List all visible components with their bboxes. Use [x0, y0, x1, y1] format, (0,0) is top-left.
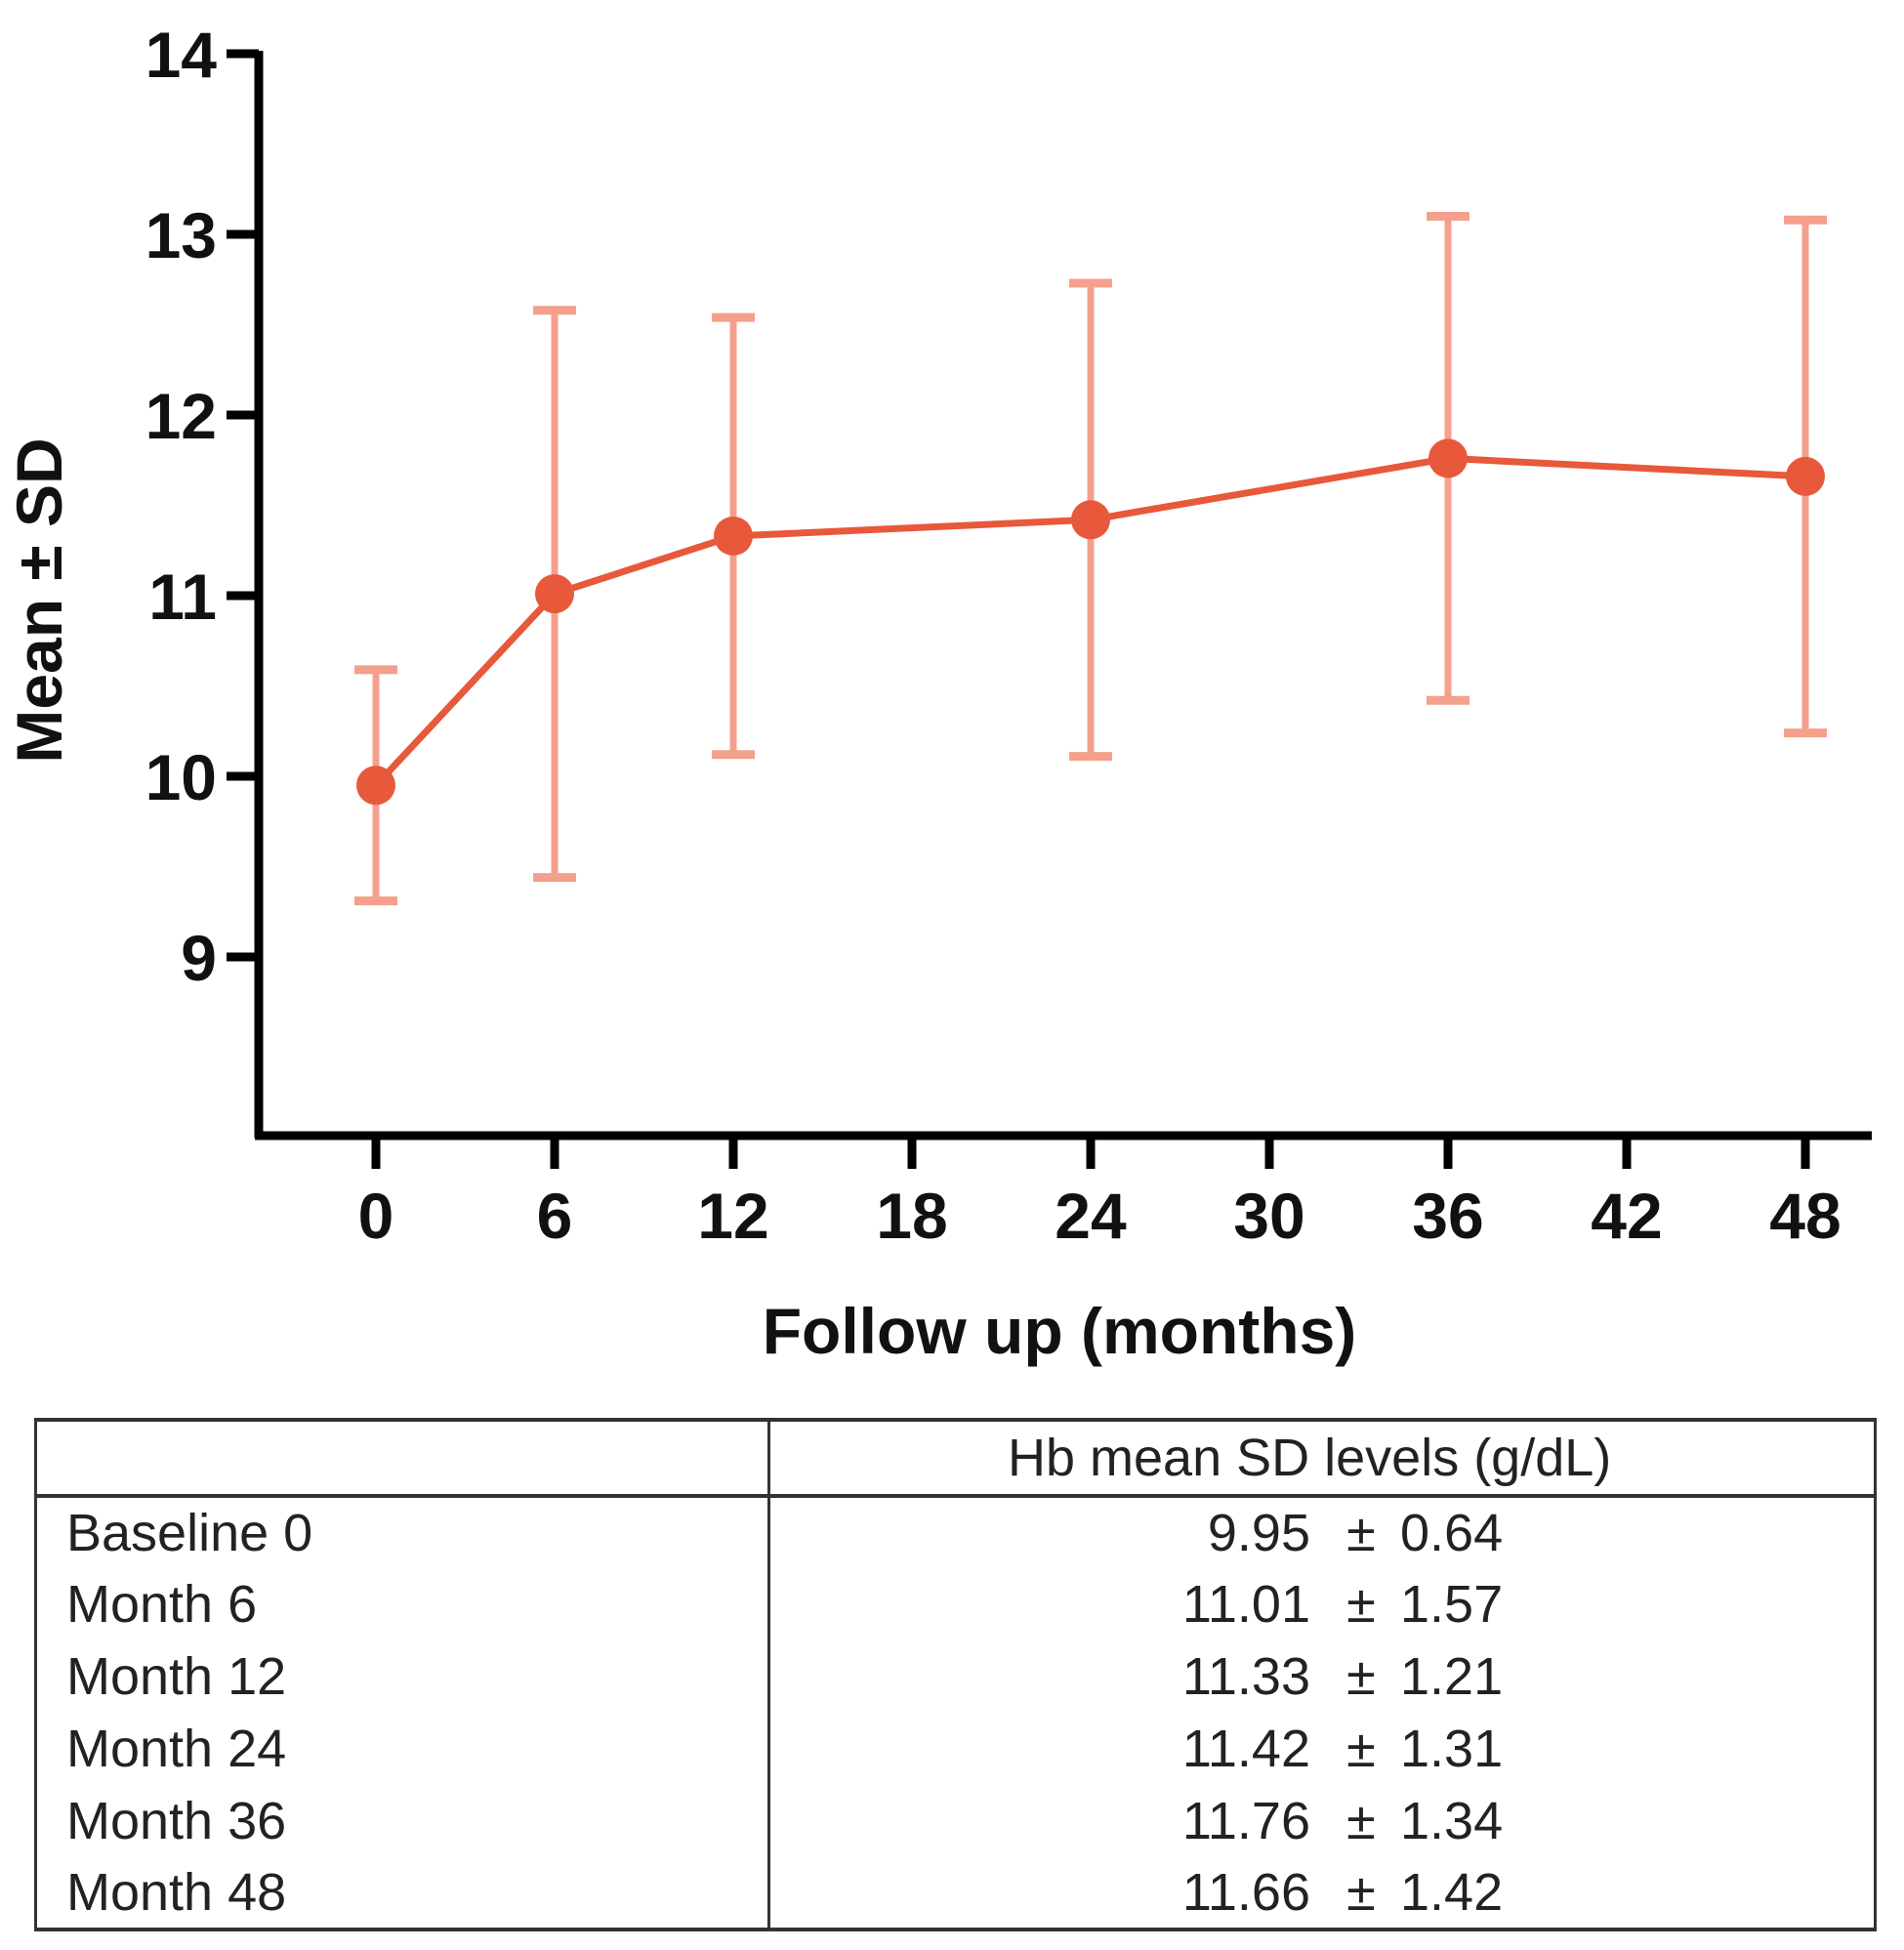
header-label-cell [34, 1418, 770, 1498]
x-tick-label: 42 [1591, 1180, 1662, 1252]
table-row: Month 24 11.42 ±1.31 [34, 1713, 1877, 1785]
x-ticks: 0 6 12 18 24 30 36 42 48 [358, 1136, 1842, 1252]
sd-value: 1.57 [1400, 1575, 1504, 1634]
data-point [356, 766, 395, 806]
plus-minus-sign: ± [1346, 1504, 1376, 1562]
row-value: 11.01 ±1.57 [768, 1568, 1877, 1640]
sd-value: 1.31 [1400, 1720, 1504, 1778]
plus-minus-sign: ± [1346, 1647, 1376, 1706]
x-tick-label: 48 [1769, 1180, 1841, 1252]
mean-value: 11.76 [1181, 1792, 1310, 1850]
y-tick-label: 14 [145, 19, 218, 91]
row-label: Month 12 [34, 1640, 770, 1713]
error-bars [354, 212, 1827, 906]
row-value: 11.33 ±1.21 [768, 1640, 1877, 1713]
y-axis-title: Mean ± SD [3, 437, 75, 763]
row-value: 9.95 ±0.64 [768, 1496, 1877, 1568]
data-point [1786, 456, 1825, 496]
series-line [373, 454, 1806, 788]
row-label: Month 36 [34, 1785, 770, 1857]
mean-value: 9.95 [1207, 1504, 1310, 1562]
table-row: Month 36 11.76 ±1.34 [34, 1785, 1877, 1857]
sd-value: 0.64 [1400, 1504, 1504, 1562]
table-header-row: Hb mean SD levels (g/dL) [34, 1418, 1877, 1498]
data-points [356, 438, 1825, 806]
header-value-cell: Hb mean SD levels (g/dL) [768, 1418, 1877, 1498]
plus-minus-sign: ± [1346, 1863, 1376, 1922]
y-tick-label: 10 [145, 741, 217, 813]
y-ticks: 9 10 11 12 13 14 [145, 19, 259, 994]
plus-minus-sign: ± [1346, 1792, 1376, 1850]
mean-value: 11.01 [1181, 1575, 1310, 1634]
data-point [1071, 500, 1110, 540]
plus-minus-sign: ± [1346, 1575, 1376, 1634]
row-value: 11.76 ±1.34 [768, 1785, 1877, 1857]
header-value-text: Hb mean SD levels (g/dL) [1008, 1429, 1612, 1487]
axes [254, 51, 1872, 1141]
row-label: Baseline 0 [34, 1496, 770, 1568]
x-tick-label: 36 [1412, 1180, 1483, 1252]
series-polyline [373, 454, 1806, 788]
x-tick-label: 12 [697, 1180, 768, 1252]
sd-value: 1.34 [1400, 1792, 1504, 1850]
x-tick-label: 30 [1233, 1180, 1304, 1252]
data-point [714, 516, 753, 556]
mean-value: 11.33 [1181, 1647, 1310, 1706]
y-tick-label: 12 [145, 380, 217, 452]
row-value: 11.66 ±1.42 [768, 1857, 1877, 1931]
x-tick-label: 0 [358, 1180, 394, 1252]
row-label: Month 6 [34, 1568, 770, 1640]
x-tick-label: 24 [1055, 1180, 1127, 1252]
row-label: Month 48 [34, 1857, 770, 1931]
x-tick-label: 6 [537, 1180, 573, 1252]
data-point [535, 574, 574, 614]
y-tick-label: 9 [181, 922, 217, 994]
sd-value: 1.42 [1400, 1863, 1504, 1922]
table-row: Month 48 11.66 ±1.42 [34, 1857, 1877, 1931]
row-value: 11.42 ±1.31 [768, 1713, 1877, 1785]
table-row: Month 6 11.01 ±1.57 [34, 1568, 1877, 1640]
sd-value: 1.21 [1400, 1647, 1504, 1706]
y-tick-label: 13 [145, 199, 217, 271]
y-tick-label: 11 [148, 560, 217, 633]
row-label: Month 24 [34, 1713, 770, 1785]
x-tick-label: 18 [876, 1180, 947, 1252]
plus-minus-sign: ± [1346, 1720, 1376, 1778]
table-row: Baseline 0 9.95 ±0.64 [34, 1496, 1877, 1568]
mean-value: 11.66 [1181, 1863, 1310, 1922]
data-point [1428, 438, 1468, 478]
mean-value: 11.42 [1181, 1720, 1310, 1778]
x-axis-title: Follow up (months) [763, 1295, 1357, 1367]
table-row: Month 12 11.33 ±1.21 [34, 1640, 1877, 1713]
hb-line-chart: 9 10 11 12 13 14 0 6 12 18 24 30 36 42 48 Mean ± SD F… [3, 19, 1872, 1367]
hb-levels-table: Hb mean SD levels (g/dL) Baseline 0 9.95 ±… [34, 1418, 1877, 1931]
